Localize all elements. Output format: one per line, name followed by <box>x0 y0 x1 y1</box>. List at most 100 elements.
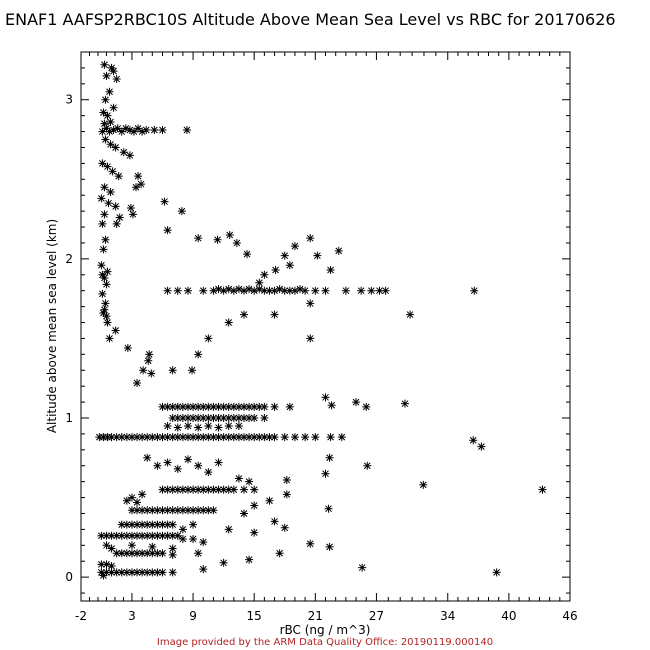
data-point <box>102 531 111 540</box>
data-point <box>126 203 135 212</box>
data-point <box>204 334 213 343</box>
data-point <box>178 525 187 534</box>
data-point <box>134 124 143 133</box>
data-point <box>234 402 243 411</box>
data-point <box>538 485 547 494</box>
data-point <box>138 506 147 515</box>
data-point <box>168 544 177 553</box>
data-point <box>111 143 120 152</box>
data-point <box>117 433 126 442</box>
data-point <box>326 433 335 442</box>
x-tick-label: 21 <box>308 609 323 623</box>
data-point <box>214 458 223 467</box>
data-point <box>168 568 177 577</box>
data-point <box>270 517 279 526</box>
data-point <box>127 549 136 558</box>
data-point <box>229 414 238 422</box>
data-point <box>102 541 111 550</box>
data-point <box>178 534 187 543</box>
data-point <box>280 433 289 442</box>
data-point <box>148 520 157 529</box>
data-point <box>106 188 115 197</box>
data-point <box>183 433 192 442</box>
data-point <box>138 520 147 529</box>
data-point <box>139 366 148 375</box>
data-point <box>127 520 136 529</box>
data-point <box>148 531 157 540</box>
data-point <box>199 286 208 295</box>
data-point <box>103 318 112 327</box>
data-point <box>117 531 126 540</box>
data-point <box>100 60 109 69</box>
data-point <box>133 433 142 442</box>
data-point <box>204 506 213 515</box>
data-point <box>311 433 320 442</box>
data-point <box>245 414 254 422</box>
data-point <box>148 433 157 442</box>
data-point <box>122 496 131 505</box>
data-point <box>270 286 279 295</box>
data-point <box>99 308 108 317</box>
data-point <box>183 421 192 430</box>
data-point <box>133 498 142 507</box>
data-point <box>270 433 279 442</box>
data-point <box>183 506 192 515</box>
data-point <box>158 520 167 529</box>
data-point <box>168 366 177 375</box>
data-point <box>240 509 248 518</box>
data-point <box>204 421 213 430</box>
y-tick-label: 1 <box>65 411 73 425</box>
data-point <box>163 421 172 430</box>
data-point <box>204 485 213 494</box>
data-point <box>306 234 315 243</box>
data-point <box>95 433 104 442</box>
data-point <box>144 356 153 365</box>
data-point <box>352 398 361 407</box>
data-point <box>102 124 111 133</box>
data-point <box>100 305 109 314</box>
data-point <box>219 485 228 494</box>
data-point <box>275 285 284 294</box>
data-point <box>334 246 343 255</box>
data-point <box>122 549 131 558</box>
data-point <box>173 464 182 473</box>
data-point <box>99 108 108 117</box>
data-point <box>280 523 289 532</box>
data-point <box>209 402 218 411</box>
data-point <box>189 402 198 411</box>
data-point <box>337 433 346 442</box>
data-point <box>105 127 114 136</box>
data-point <box>173 433 182 442</box>
data-point <box>158 531 167 540</box>
data-point <box>199 565 208 574</box>
data-point <box>122 433 131 442</box>
data-point <box>168 506 177 515</box>
data-point <box>101 95 110 104</box>
data-point <box>98 159 107 168</box>
data-point <box>106 118 115 127</box>
data-point <box>138 490 147 499</box>
data-point <box>153 506 162 515</box>
data-point <box>178 506 187 515</box>
data-point <box>250 414 259 422</box>
data-point <box>102 71 111 80</box>
data-point <box>97 560 106 569</box>
data-point <box>224 402 233 411</box>
data-point <box>194 402 203 411</box>
data-point <box>163 402 172 411</box>
data-point <box>145 350 154 359</box>
data-point <box>107 544 116 553</box>
data-point <box>189 414 198 422</box>
data-point <box>224 485 233 494</box>
data-point <box>240 485 248 494</box>
data-point <box>209 433 218 442</box>
data-point <box>240 433 248 442</box>
data-point <box>97 568 106 577</box>
data-point <box>189 485 198 494</box>
data-point <box>250 485 259 494</box>
data-point <box>137 180 146 189</box>
data-point <box>173 402 182 411</box>
data-point <box>199 485 208 494</box>
data-point <box>219 433 228 442</box>
data-point <box>234 421 243 430</box>
